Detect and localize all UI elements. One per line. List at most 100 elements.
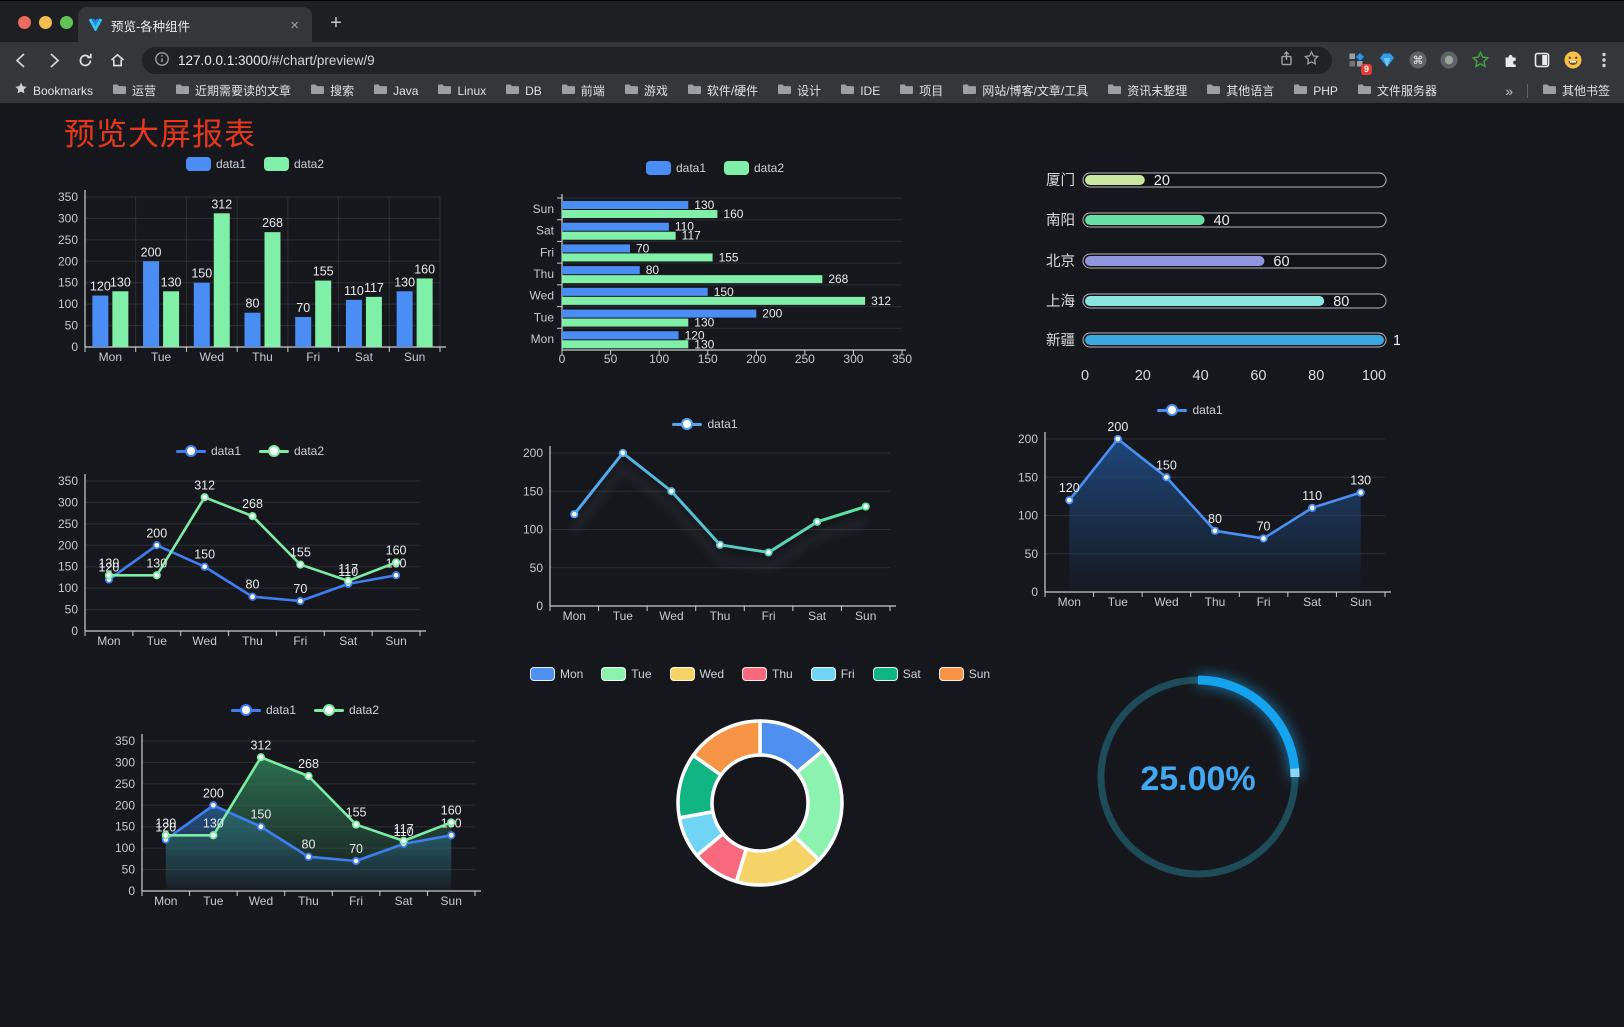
bookmark-folder[interactable]: 近期需要读的文章 <box>175 82 291 99</box>
bookmark-folder[interactable]: 其他语言 <box>1206 82 1274 99</box>
command-extension-icon[interactable]: ⌘ <box>1406 48 1430 72</box>
url-bar[interactable]: 127.0.0.1:3000/#/chart/preview/9 <box>142 46 1332 74</box>
browser-tab[interactable]: 预览-各种组件 × <box>78 7 312 43</box>
bookmark-folder[interactable]: 搜索 <box>310 82 354 99</box>
legend-item-data2[interactable]: data2 <box>259 444 324 458</box>
svg-text:130: 130 <box>146 556 167 570</box>
chart-area-single[interactable]: 0 50 100 150 200 Mon Tue Wed Thu Fri Sat Sun 120 200 1… <box>985 403 1395 619</box>
new-tab-button[interactable]: + <box>330 11 342 34</box>
svg-text:50: 50 <box>604 352 618 366</box>
chart-grouped-bar[interactable]: 0 50 100 150 200 250 300 350 Mon Tue Wed Thu Fri Sat S… <box>40 150 470 375</box>
home-button[interactable] <box>104 47 130 73</box>
svg-text:350: 350 <box>115 734 135 748</box>
chart-line-two-series[interactable]: 0 50 100 150 200 250 300 350 Mon Tue Wed Thu Fri Sat S… <box>45 444 455 660</box>
bookmark-folder[interactable]: 运营 <box>112 82 156 99</box>
site-info-icon[interactable] <box>154 51 170 70</box>
forward-button[interactable] <box>40 47 66 73</box>
bookmark-folder[interactable]: 游戏 <box>624 82 668 99</box>
bookmark-folder[interactable]: 前端 <box>561 82 605 99</box>
puzzle-extensions-icon[interactable] <box>1499 48 1523 72</box>
green-star-extension-icon[interactable] <box>1468 48 1492 72</box>
chart-progress-bars[interactable]: 厦门 20 南阳 40 北京 60 上海 80 新疆 100 0 20 40 60 80 100 <box>990 152 1417 392</box>
svg-text:200: 200 <box>746 352 766 366</box>
chart-line-gradient[interactable]: 0 50 100 150 200 Mon Tue Wed Thu Fri Sat Sun data1 <box>505 417 905 633</box>
folder-icon <box>561 83 576 98</box>
window-minimize-button[interactable] <box>39 16 52 29</box>
chart-donut[interactable]: Mon Tue Wed Thu Fri Sat Sun <box>529 660 990 900</box>
bookmark-folder[interactable]: 文件服务器 <box>1357 82 1437 99</box>
chart-legend: Mon Tue Wed Thu Fri Sat Sun <box>529 667 990 681</box>
legend-item-data2[interactable]: data2 <box>264 157 324 171</box>
folder-icon <box>840 83 855 98</box>
bookmarks-overflow-chevron[interactable]: » <box>1505 82 1513 99</box>
svg-text:155: 155 <box>313 265 334 279</box>
legend-item-Wed[interactable]: Wed <box>669 667 724 681</box>
svg-text:120: 120 <box>685 328 705 342</box>
legend-item-Tue[interactable]: Tue <box>601 667 652 681</box>
bookmark-folder[interactable]: 设计 <box>777 82 821 99</box>
bookmark-folder[interactable]: 资讯未整理 <box>1107 82 1187 99</box>
svg-text:155: 155 <box>290 546 311 560</box>
svg-text:50: 50 <box>530 561 544 575</box>
svg-text:200: 200 <box>762 307 782 321</box>
gem-extension-icon[interactable] <box>1375 48 1399 72</box>
legend-item-Fri[interactable]: Fri <box>810 667 855 681</box>
legend-item-Sun[interactable]: Sun <box>938 667 990 681</box>
svg-text:40: 40 <box>1214 213 1230 229</box>
bookmark-folder[interactable]: Java <box>373 83 418 98</box>
chart-horizontal-bar[interactable]: Sun 130 160 Sat 110 117 Fri 70 155 Thu 80 268 Wed 150… <box>505 150 925 375</box>
bookmark-star-icon[interactable] <box>1303 50 1320 70</box>
svg-text:上海: 上海 <box>1046 293 1075 310</box>
bookmark-folder[interactable]: 网站/博客/文章/工具 <box>962 82 1088 99</box>
window-zoom-button[interactable] <box>60 16 73 29</box>
svg-text:Fri: Fri <box>306 350 320 364</box>
chart-gauge[interactable]: 25.00% <box>1090 665 1310 890</box>
browser-menu-icon[interactable] <box>1592 48 1616 72</box>
extension-blocks-icon[interactable]: 9 <box>1344 48 1372 75</box>
legend-item-data1[interactable]: data1 <box>185 157 246 171</box>
legend-item-data2[interactable]: data2 <box>314 703 379 717</box>
window-close-button[interactable] <box>18 16 31 29</box>
back-button[interactable] <box>8 47 34 73</box>
legend-item-Mon[interactable]: Mon <box>529 667 583 681</box>
svg-text:⌘: ⌘ <box>1413 55 1424 67</box>
reload-button[interactable] <box>72 47 98 73</box>
svg-text:150: 150 <box>58 560 78 574</box>
legend-item-data2[interactable]: data2 <box>724 161 784 175</box>
svg-text:312: 312 <box>871 294 891 308</box>
svg-text:Sat: Sat <box>339 634 358 648</box>
folder-icon <box>437 83 452 98</box>
svg-text:160: 160 <box>386 543 407 557</box>
chart-line-area-two-series[interactable]: 0 50 100 150 200 250 300 350 Mon Tue Wed Thu Fri Sat S… <box>100 703 510 919</box>
legend-item-data1[interactable]: data1 <box>645 161 706 175</box>
other-bookmarks-folder[interactable]: 其他书签 <box>1542 82 1610 99</box>
split-screen-extension-icon[interactable] <box>1530 48 1554 72</box>
svg-text:Tue: Tue <box>203 894 224 908</box>
legend-item-Sat[interactable]: Sat <box>872 667 921 681</box>
legend-item-Thu[interactable]: Thu <box>742 667 793 681</box>
legend-item-data1[interactable]: data1 <box>175 444 241 458</box>
emoji-extension-icon[interactable] <box>1561 48 1585 72</box>
legend-item-data1[interactable]: data1 <box>230 703 296 717</box>
svg-text:Tue: Tue <box>1108 595 1129 609</box>
svg-text:200: 200 <box>115 798 135 812</box>
legend-item-data1[interactable]: data1 <box>672 417 738 431</box>
folder-icon <box>1206 83 1221 98</box>
svg-text:80: 80 <box>1308 368 1324 384</box>
svg-text:200: 200 <box>203 786 224 800</box>
bookmark-folder[interactable]: IDE <box>840 83 880 98</box>
svg-text:130: 130 <box>394 275 415 289</box>
bookmark-folder[interactable]: Linux <box>437 83 486 98</box>
svg-text:250: 250 <box>795 352 815 366</box>
bookmark-folder[interactable]: PHP <box>1293 83 1338 98</box>
bookmarks-manager[interactable]: Bookmarks <box>14 82 93 99</box>
tab-close-icon[interactable]: × <box>290 16 299 34</box>
svg-text:Sat: Sat <box>1303 595 1322 609</box>
bookmark-folder[interactable]: 项目 <box>899 82 943 99</box>
share-icon[interactable] <box>1278 50 1295 70</box>
legend-item-data1[interactable]: data1 <box>1157 403 1223 417</box>
bookmark-folder[interactable]: 软件/硬件 <box>687 82 758 99</box>
record-extension-icon[interactable] <box>1437 48 1461 72</box>
bookmark-folder[interactable]: DB <box>505 83 542 98</box>
svg-text:200: 200 <box>141 245 162 259</box>
